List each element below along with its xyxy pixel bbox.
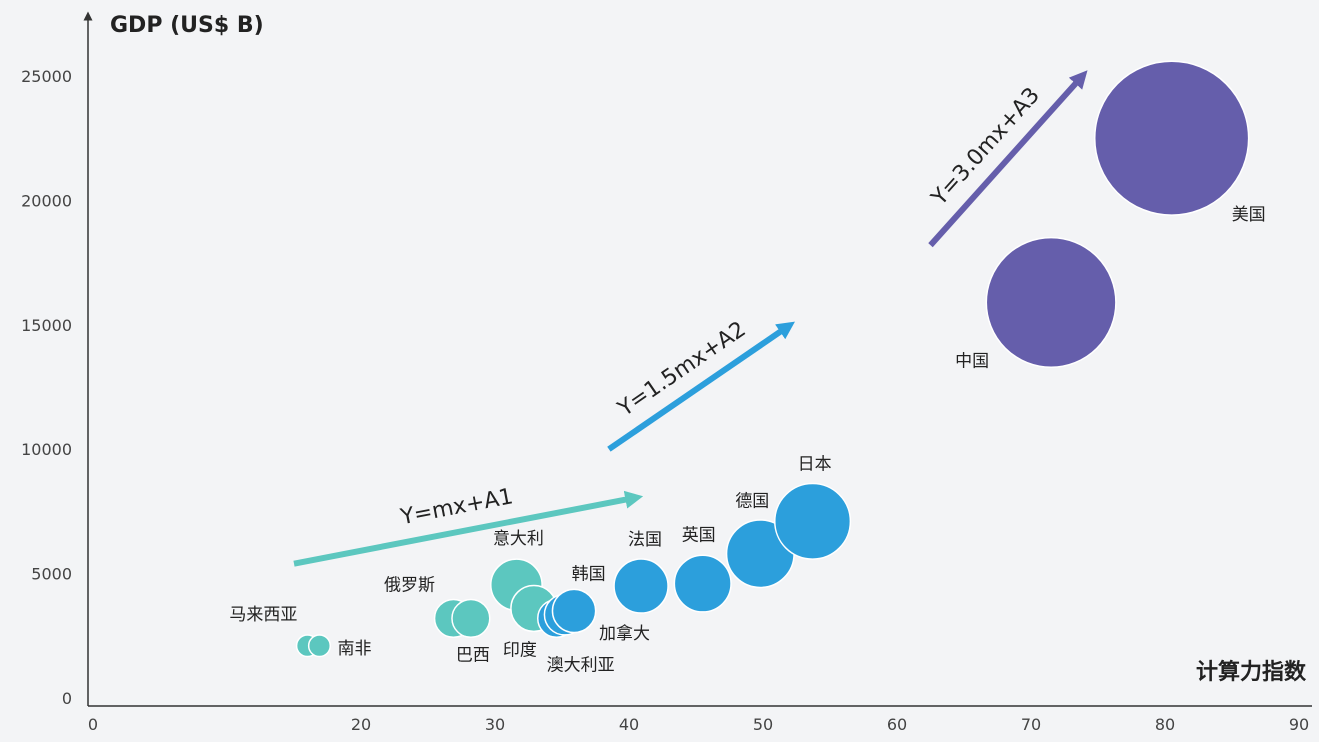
bubbles xyxy=(295,60,1250,658)
x-tick-labels: 0 20 30 40 50 60 70 80 90 xyxy=(88,715,1309,734)
bubble-label: 德国 xyxy=(735,492,769,512)
bubble-label: 韩国 xyxy=(572,565,606,585)
x-tick-label: 20 xyxy=(351,715,371,734)
trend-label: Y=3.0mx+A3 xyxy=(926,83,1045,211)
x-tick-label: 60 xyxy=(887,715,907,734)
bubble xyxy=(673,554,732,613)
bubble-label: 南非 xyxy=(337,639,371,659)
bubble xyxy=(451,598,491,639)
bubble-label: 英国 xyxy=(682,526,716,546)
x-tick-label: 40 xyxy=(619,715,639,734)
x-tick-label: 30 xyxy=(485,715,505,734)
trend-arrow xyxy=(928,70,1088,248)
y-tick-label: 15000 xyxy=(21,316,72,335)
trend-arrow xyxy=(607,321,795,452)
x-axis-title: 计算力指数 xyxy=(1196,659,1307,685)
bubble xyxy=(307,634,332,658)
bubble-label: 中国 xyxy=(955,351,989,371)
bubble xyxy=(985,236,1117,368)
trend-arrow xyxy=(293,490,644,567)
bubble xyxy=(613,558,669,614)
bubble xyxy=(551,588,597,634)
bubble-label: 意大利 xyxy=(493,529,544,549)
x-tick-label: 0 xyxy=(88,715,98,734)
trend-arrows: Y=mx+A1Y=1.5mx+A2Y=3.0mx+A3 xyxy=(293,70,1088,567)
bubble-label: 法国 xyxy=(628,530,662,550)
bubble-label: 巴西 xyxy=(456,645,490,665)
bubble-label: 俄罗斯 xyxy=(384,575,435,595)
x-tick-label: 80 xyxy=(1155,715,1175,734)
bubble-label: 马来西亚 xyxy=(229,605,297,625)
x-tick-label: 50 xyxy=(753,715,773,734)
bubble-label: 印度 xyxy=(503,640,537,660)
y-tick-label: 25000 xyxy=(21,67,72,86)
bubble-label: 美国 xyxy=(1232,205,1266,225)
y-tick-label: 10000 xyxy=(21,440,72,459)
bubble-label: 日本 xyxy=(798,454,832,474)
x-tick-label: 90 xyxy=(1289,715,1309,734)
y-tick-label: 0 xyxy=(62,689,72,708)
bubble-label: 澳大利亚 xyxy=(547,655,615,675)
bubble-label: 加拿大 xyxy=(599,623,650,644)
bubble xyxy=(1094,60,1250,216)
x-tick-label: 70 xyxy=(1021,715,1041,734)
y-tick-labels: 0 5000 10000 15000 20000 25000 xyxy=(21,67,72,708)
y-axis-title: GDP (US$ B) xyxy=(110,13,264,38)
y-tick-label: 5000 xyxy=(31,565,72,584)
bubble xyxy=(774,482,852,560)
y-tick-label: 20000 xyxy=(21,191,72,210)
